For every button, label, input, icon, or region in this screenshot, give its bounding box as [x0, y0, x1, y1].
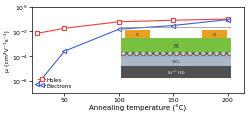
Holes — [63, 28, 66, 30]
Text: HMDS: HMDS — [210, 29, 229, 47]
Holes — [226, 19, 229, 21]
Line: Holes: Holes — [35, 18, 230, 36]
Holes — [117, 22, 120, 23]
Holes — [36, 33, 39, 35]
Holes — [172, 20, 175, 22]
Electrons — [36, 84, 39, 85]
Electrons — [63, 51, 66, 52]
Electrons — [117, 29, 120, 31]
Electrons — [226, 20, 229, 21]
Electrons — [172, 26, 175, 27]
Legend: Holes, Electrons: Holes, Electrons — [37, 75, 74, 90]
X-axis label: Annealing temperature (°C): Annealing temperature (°C) — [89, 104, 186, 111]
Y-axis label: μ (cm²V⁻¹s⁻¹): μ (cm²V⁻¹s⁻¹) — [4, 30, 10, 71]
Line: Electrons: Electrons — [35, 18, 230, 87]
